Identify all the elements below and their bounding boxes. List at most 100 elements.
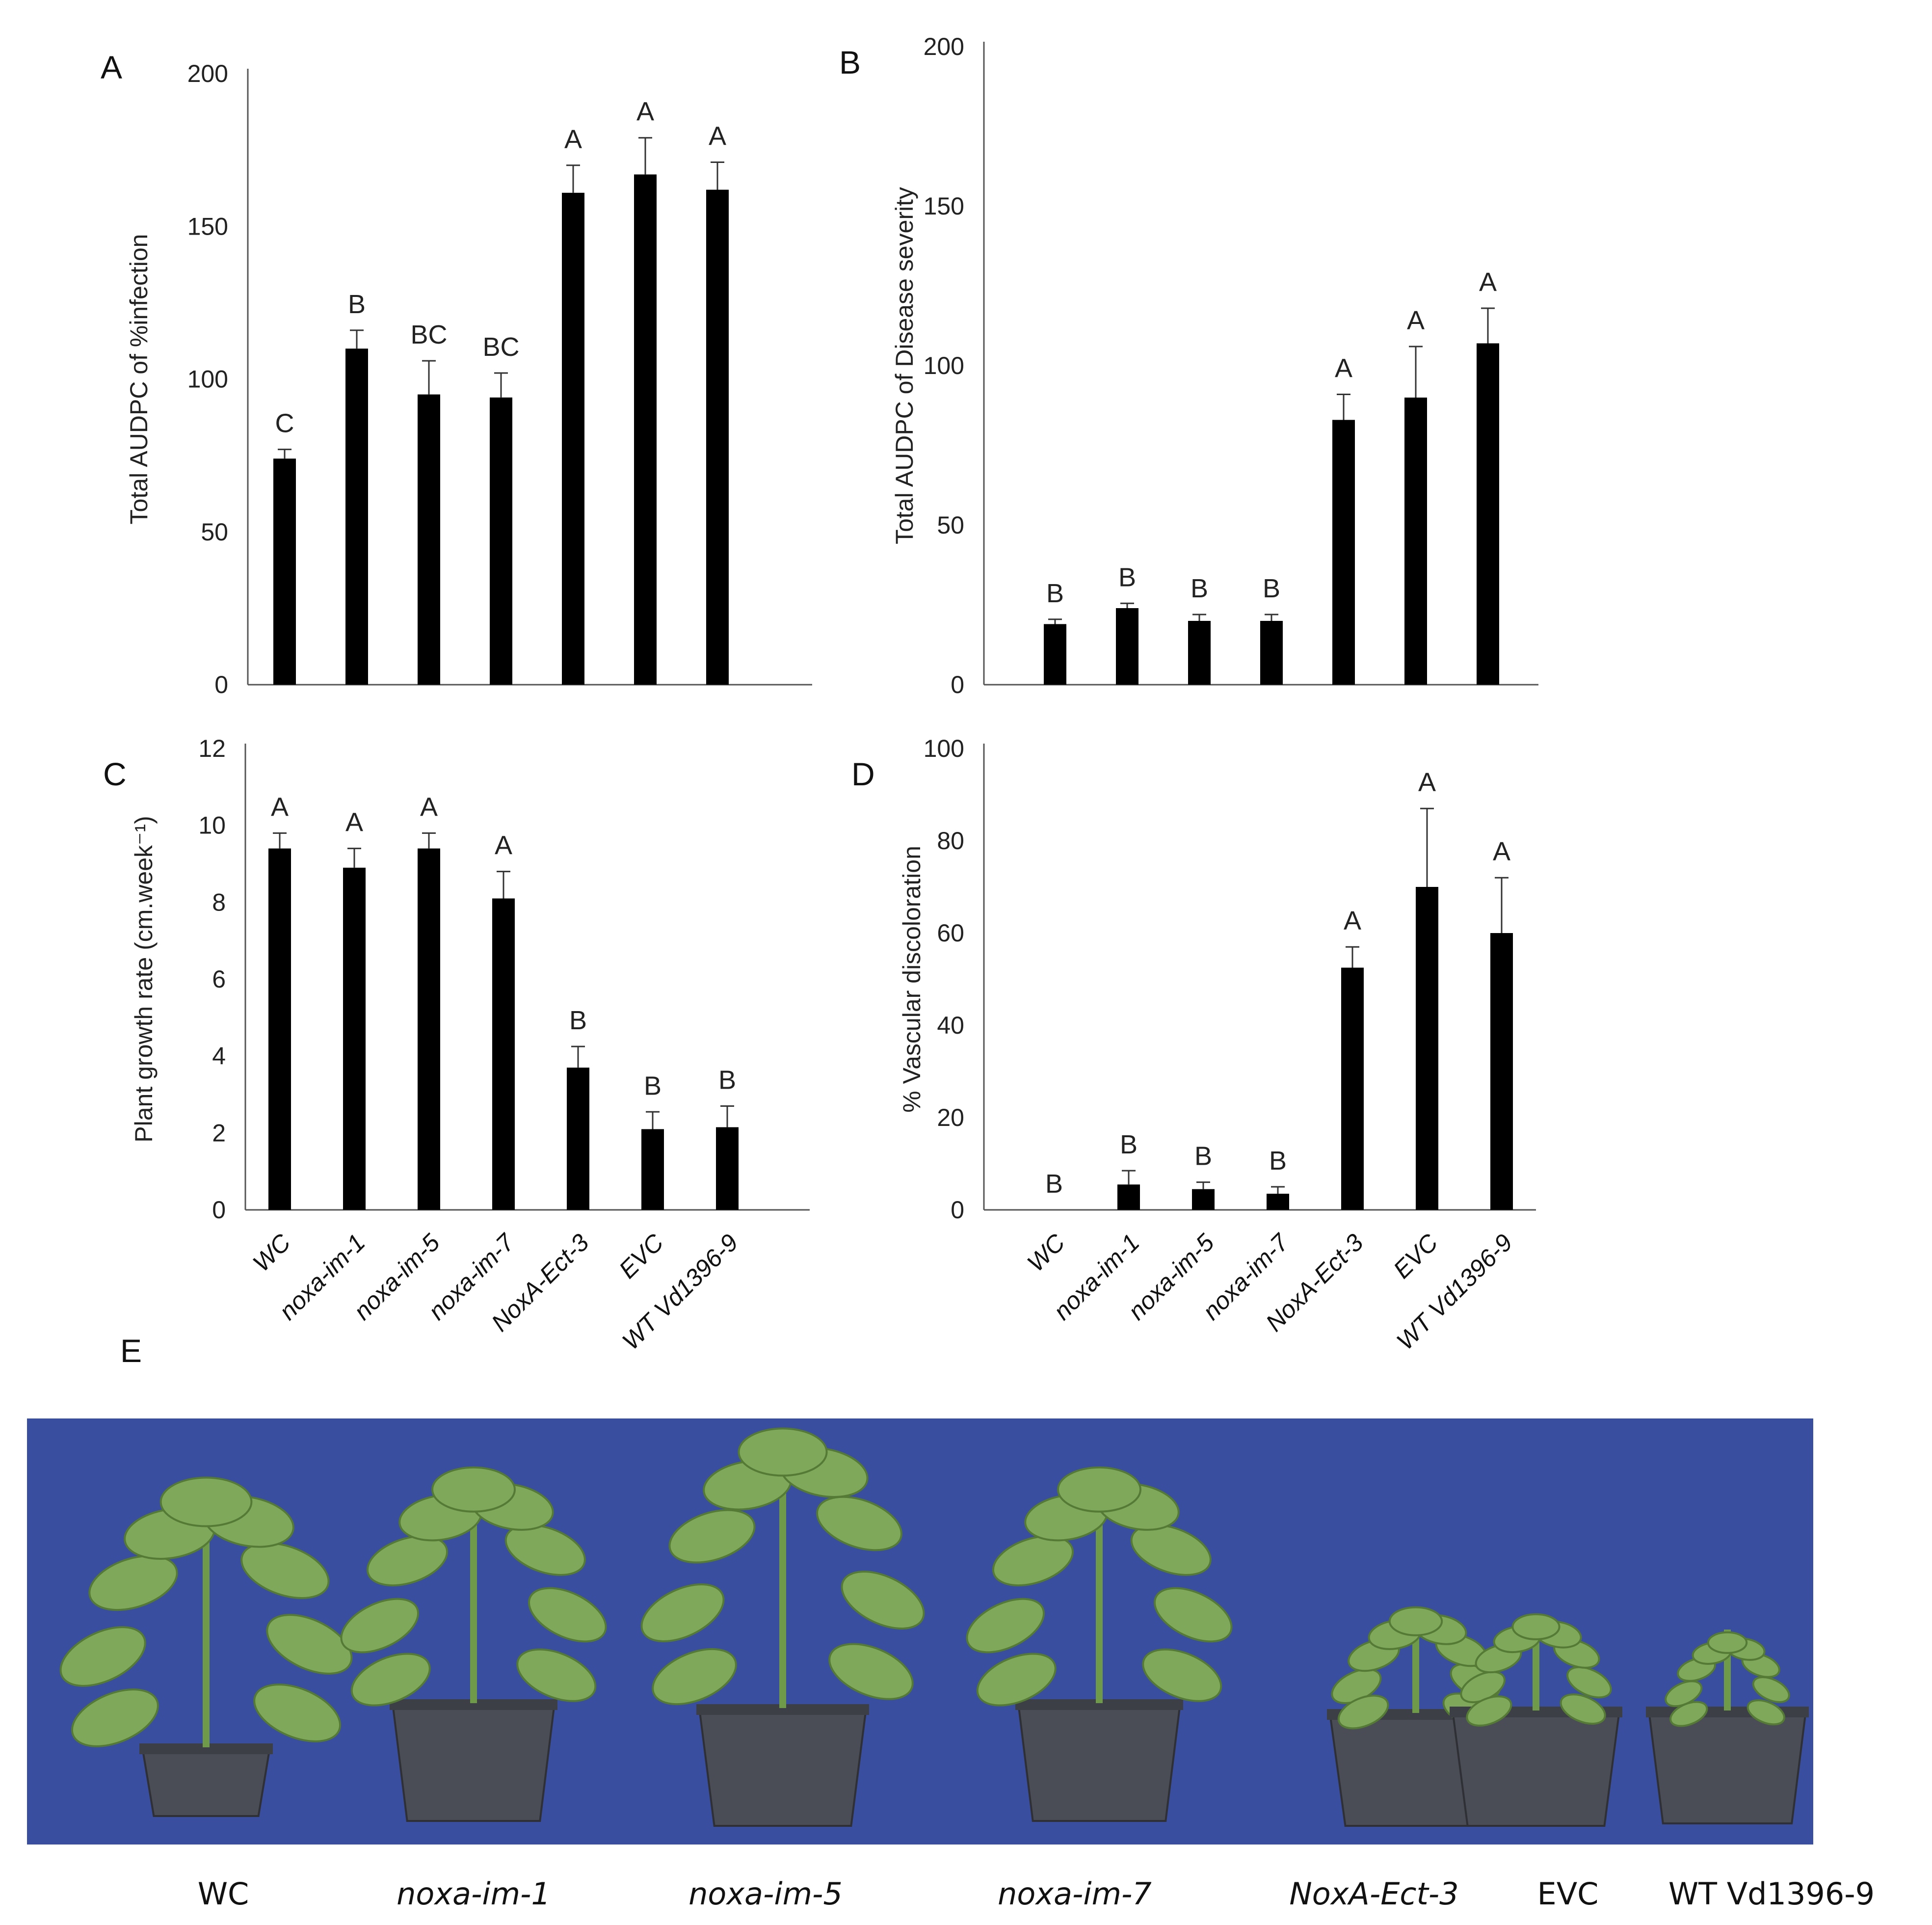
chart-c-y-tick-label: 12 (198, 735, 226, 762)
plant-photo-panel: WC noxa-im-1 noxa-im-5 noxa-im-7 NoxA-Ect-3 E… (27, 1418, 1875, 1912)
photo-caption: WC (198, 1876, 249, 1912)
plant-leaf (71, 1688, 159, 1747)
chart-d-significance-letter: B (1269, 1146, 1287, 1176)
chart-a-bar (490, 397, 512, 685)
chart-c-bar (716, 1127, 739, 1210)
plant-illustrations (59, 1427, 1809, 1827)
chart-d-significance-letter: B (1120, 1130, 1138, 1159)
chart-b-y-tick-label: 50 (937, 511, 964, 539)
plant-leaf (1566, 1666, 1612, 1699)
plant-leaf (1560, 1693, 1606, 1725)
pot-rim (139, 1743, 273, 1754)
plant-leaf (828, 1643, 914, 1700)
plant-leaf (640, 1583, 725, 1643)
chart-b-bar (1116, 608, 1138, 685)
plant-leaf (504, 1524, 586, 1576)
chart-a-significance-letter: BC (482, 332, 519, 362)
chart-a-bar (706, 189, 729, 685)
pot-rim (1015, 1699, 1183, 1710)
chart-c-y-tick-label: 8 (212, 888, 226, 916)
plant-pot (1451, 1710, 1621, 1827)
chart-panel-b: 0 50 100 150 200 Total AUDPC of Disease sever… (891, 33, 1538, 698)
chart-d-bar (1490, 933, 1513, 1210)
chart-c-y-tick-label: 10 (198, 812, 226, 839)
chart-a-significance-letter: B (348, 290, 366, 319)
chart-c-y-tick-label: 0 (212, 1196, 226, 1224)
plant-3 (640, 1427, 925, 1827)
plant-leaf (88, 1554, 178, 1611)
chart-c-significance-letter: B (569, 1006, 587, 1035)
plant-leaf (738, 1427, 828, 1477)
chart-a-bar (273, 458, 296, 685)
chart-d-y-tick-label: 80 (937, 827, 964, 855)
chart-a-y-tick-label: 150 (187, 213, 228, 240)
chart-b-significance-letter: B (1046, 579, 1064, 608)
chart-panel-a: 0 50 100 150 200 Total AUDPC of %infection C B B… (125, 60, 812, 698)
chart-d-bar (1416, 887, 1438, 1210)
chart-c-y-tick-label: 4 (212, 1043, 226, 1070)
chart-c-significance-letter: A (345, 808, 363, 837)
chart-c-significance-letter: B (718, 1066, 736, 1095)
photo-captions: WC noxa-im-1 noxa-im-5 noxa-im-7 NoxA-Ect-3 E… (198, 1876, 1875, 1912)
chart-d-significance-letter: A (1493, 837, 1510, 866)
plant-leaf (1707, 1631, 1748, 1654)
chart-d-y-tick-label: 0 (951, 1196, 964, 1224)
photo-caption: NoxA-Ect-3 (1289, 1876, 1458, 1912)
plant-leaf (1747, 1699, 1785, 1726)
plant-leaf (528, 1587, 607, 1643)
chart-a-bar (345, 348, 368, 685)
chart-c-significance-letter: A (495, 831, 512, 860)
chart-d-y-axis-title: % Vascular discoloration (898, 846, 926, 1113)
chart-c-bar (268, 848, 291, 1210)
plant-leaf (350, 1653, 431, 1707)
chart-c-y-tick-label: 6 (212, 965, 226, 993)
plant-pot (391, 1702, 556, 1822)
chart-b-y-tick-label: 150 (924, 192, 964, 220)
chart-c-bar (492, 898, 515, 1210)
chart-a-significance-letter: A (636, 97, 654, 127)
chart-b-bar (1404, 398, 1427, 685)
chart-c-significance-letter: A (420, 792, 438, 822)
plant-leaf (253, 1684, 342, 1742)
chart-a-bar (634, 174, 657, 685)
photo-caption: EVC (1537, 1876, 1599, 1912)
chart-d-significance-letter: B (1045, 1169, 1063, 1199)
chart-b-bar (1477, 343, 1499, 685)
plant-leaf (1142, 1648, 1222, 1702)
chart-a-significance-letter: A (709, 122, 726, 151)
chart-b-bar (1332, 420, 1355, 685)
chart-d-significance-letter: B (1194, 1142, 1212, 1171)
chart-a-significance-letter: C (275, 409, 294, 438)
plant-leaf (1153, 1587, 1233, 1643)
chart-a-y-tick-label: 0 (214, 671, 228, 698)
photo-caption: noxa-im-5 (688, 1876, 843, 1912)
chart-d-significance-letter: A (1418, 768, 1436, 797)
photo-caption: noxa-im-1 (397, 1876, 551, 1912)
chart-c-y-tick-label: 2 (212, 1119, 226, 1147)
chart-a-bar (562, 192, 584, 685)
plant-leaf (366, 1535, 449, 1587)
chart-a-y-tick-label: 200 (187, 60, 228, 87)
chart-c-y-axis-title: Plant growth rate (cm.week⁻¹) (130, 816, 158, 1142)
plant-6 (1450, 1613, 1622, 1827)
plant-pot (141, 1746, 271, 1817)
plant-leaf (266, 1614, 353, 1675)
plant-leaf (59, 1626, 146, 1687)
plant-leaf (431, 1466, 516, 1513)
panel-label-a: A (101, 49, 122, 85)
chart-c-bar (641, 1129, 664, 1210)
plant-leaf (159, 1476, 253, 1527)
chart-b-y-axis-title: Total AUDPC of Disease severity (891, 187, 918, 544)
chart-a-significance-letter: BC (410, 320, 447, 349)
chart-d-bar (1341, 967, 1364, 1210)
chart-b-y-tick-label: 100 (924, 352, 964, 379)
chart-a-y-tick-label: 100 (187, 366, 228, 393)
plant-pot (1017, 1702, 1182, 1822)
chart-c-bar (418, 848, 440, 1210)
chart-c-bar (343, 867, 366, 1210)
plant-leaf (516, 1648, 597, 1702)
plant-leaf (841, 1570, 925, 1630)
chart-c-significance-letter: B (644, 1071, 662, 1100)
chart-a-y-tick-label: 50 (201, 518, 228, 546)
plant-7 (1646, 1630, 1809, 1824)
